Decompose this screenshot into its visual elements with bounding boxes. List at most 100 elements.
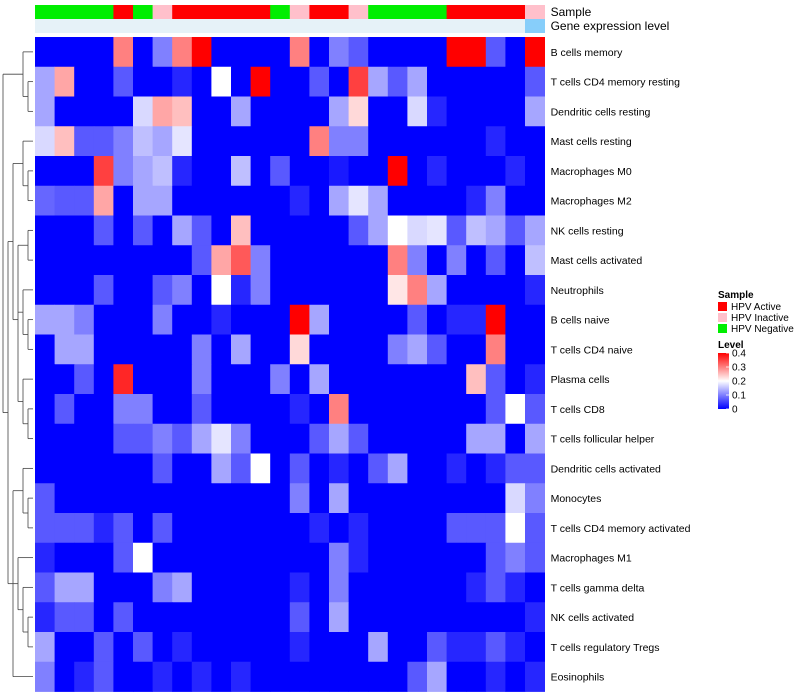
row-label: B cells memory	[551, 47, 624, 59]
row-label: Dendritic cells resting	[551, 106, 651, 118]
heatmap-cell	[466, 632, 487, 663]
heatmap-cell	[427, 542, 447, 573]
heatmap-cell	[191, 304, 212, 335]
row-label: Monocytes	[551, 493, 602, 505]
heatmap-cell	[485, 602, 506, 633]
heatmap-cell	[133, 483, 153, 514]
heatmap-cell	[231, 126, 251, 157]
heatmap-cell	[329, 542, 349, 573]
row-label: T cells CD8	[551, 404, 605, 416]
heatmap-cell	[309, 453, 330, 484]
heatmap-cell	[505, 661, 526, 692]
heatmap-cell	[387, 185, 408, 216]
heatmap-cell	[368, 245, 389, 276]
heatmap-cell	[329, 304, 349, 335]
heatmap-cell	[525, 215, 545, 246]
heatmap-cell	[35, 423, 55, 454]
heatmap-cell	[54, 275, 75, 306]
heatmap-cell	[270, 185, 291, 216]
heatmap-cell	[348, 156, 369, 187]
annotation-cell	[93, 19, 114, 33]
annotation-cell	[427, 5, 447, 19]
annotation-cell	[133, 19, 153, 33]
heatmap-cell	[93, 661, 114, 692]
heatmap-cell	[466, 334, 487, 365]
heatmap-cell	[152, 185, 173, 216]
heatmap-cell	[74, 96, 95, 127]
heatmap-cell	[348, 37, 369, 68]
heatmap-cell	[485, 185, 506, 216]
heatmap-cell	[387, 215, 408, 246]
heatmap-cell	[407, 185, 428, 216]
heatmap-cell	[289, 185, 310, 216]
heatmap-cell	[113, 453, 134, 484]
heatmap-cell	[54, 126, 75, 157]
heatmap-cell	[309, 37, 330, 68]
heatmap-cell	[270, 245, 291, 276]
heatmap-cell	[231, 542, 251, 573]
heatmap-cell	[93, 483, 114, 514]
heatmap-cell	[446, 334, 467, 365]
heatmap-cell	[485, 156, 506, 187]
heatmap-cell	[250, 483, 271, 514]
heatmap-cell	[270, 215, 291, 246]
heatmap-cell	[250, 156, 271, 187]
heatmap-cell	[250, 423, 271, 454]
heatmap-cell	[466, 572, 487, 603]
heatmap-cell	[54, 394, 75, 425]
annotation-cell	[191, 5, 212, 19]
row-label: T cells CD4 memory resting	[551, 77, 680, 89]
heatmap-cell	[74, 364, 95, 395]
heatmap-cell	[387, 334, 408, 365]
heatmap-cell	[407, 572, 428, 603]
heatmap-cell	[466, 453, 487, 484]
row-label: Macrophages M2	[551, 196, 632, 208]
heatmap-cell	[427, 602, 447, 633]
annotation-cell	[446, 19, 467, 33]
heatmap-cell	[152, 453, 173, 484]
heatmap-cell	[191, 275, 212, 306]
heatmap-cell	[74, 156, 95, 187]
heatmap-cell	[446, 632, 467, 663]
annotation-cell	[113, 19, 134, 33]
heatmap-cell	[427, 245, 447, 276]
heatmap-cell	[368, 304, 389, 335]
heatmap-cell	[407, 483, 428, 514]
heatmap-cell	[348, 96, 369, 127]
heatmap-cell	[387, 96, 408, 127]
heatmap-cell	[250, 513, 271, 544]
heatmap-cell	[250, 66, 271, 97]
annotation-cell	[35, 19, 55, 33]
heatmap-cell	[93, 215, 114, 246]
heatmap-cell	[505, 542, 526, 573]
heatmap-cell	[407, 334, 428, 365]
heatmap-cell	[505, 423, 526, 454]
heatmap-cell	[387, 66, 408, 97]
heatmap-cell	[35, 156, 55, 187]
heatmap-cell	[387, 245, 408, 276]
row-label: Macrophages M0	[551, 166, 632, 178]
colorbar-tick-label: 0.2	[732, 377, 746, 388]
heatmap-cell	[329, 453, 349, 484]
heatmap-cell	[525, 602, 545, 633]
heatmap-cell	[152, 572, 173, 603]
heatmap-cell	[348, 423, 369, 454]
heatmap-cell	[172, 572, 193, 603]
heatmap-cell	[505, 215, 526, 246]
heatmap-cell	[133, 245, 153, 276]
heatmap-cell	[231, 513, 251, 544]
heatmap-cell	[211, 513, 232, 544]
level-legend-title: Level	[718, 340, 744, 351]
heatmap-cell	[35, 453, 55, 484]
heatmap-cell	[427, 661, 447, 692]
heatmap-cell	[113, 215, 134, 246]
heatmap-cell	[427, 156, 447, 187]
heatmap-cell	[446, 126, 467, 157]
heatmap-cell	[113, 572, 134, 603]
heatmap-cell	[211, 453, 232, 484]
heatmap-cell	[250, 394, 271, 425]
heatmap-cell	[505, 275, 526, 306]
heatmap-cell	[466, 275, 487, 306]
heatmap-cell	[54, 513, 75, 544]
heatmap-cell	[35, 334, 55, 365]
